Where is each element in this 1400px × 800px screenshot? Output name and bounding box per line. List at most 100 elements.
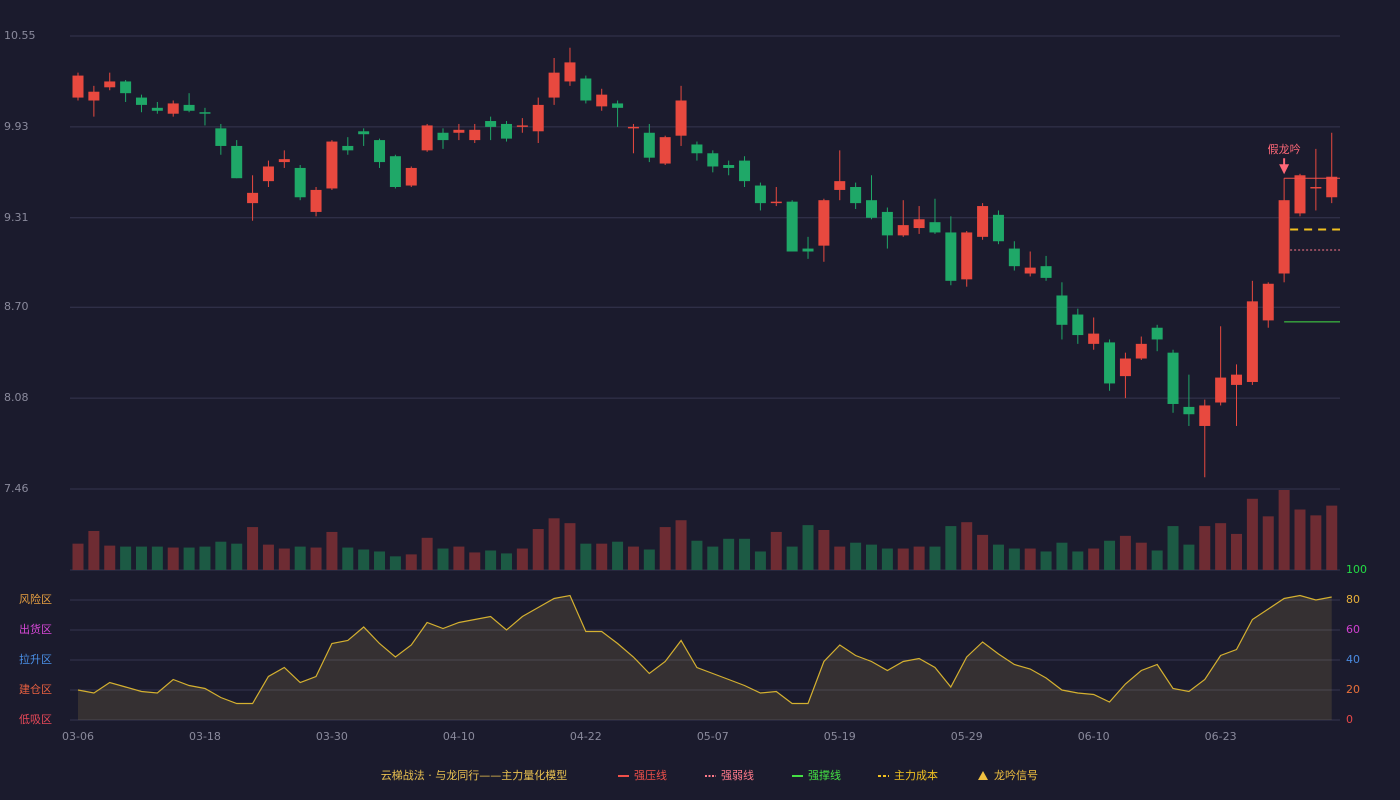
volume-bar bbox=[437, 548, 449, 570]
zone-label: 出货区 bbox=[19, 622, 52, 636]
candle-body bbox=[358, 131, 370, 135]
volume-bar bbox=[1167, 526, 1179, 570]
volume-bar bbox=[1183, 544, 1195, 570]
y-tick-label: 8.70 bbox=[4, 300, 29, 313]
candle-body bbox=[1278, 200, 1290, 274]
volume-bar bbox=[405, 554, 417, 570]
volume-bar bbox=[881, 548, 893, 570]
volume-bar bbox=[929, 546, 941, 570]
y-tick-label: 100 bbox=[1346, 563, 1367, 576]
y-tick-label: 10.55 bbox=[4, 29, 36, 42]
volume-bar bbox=[215, 541, 227, 570]
y-tick-label: 7.46 bbox=[4, 482, 29, 495]
volume-bar bbox=[818, 530, 830, 570]
candle-body bbox=[548, 72, 560, 98]
volume-bar bbox=[421, 537, 433, 570]
volume-bar bbox=[1294, 509, 1306, 570]
volume-bar bbox=[977, 534, 989, 570]
volume-bar bbox=[278, 548, 290, 570]
volume-bar bbox=[961, 522, 973, 570]
volume-bar bbox=[802, 525, 814, 570]
candle-body bbox=[453, 129, 465, 133]
candle-body bbox=[564, 62, 576, 82]
candle-body bbox=[1294, 175, 1306, 214]
volume-bar bbox=[1310, 515, 1322, 570]
volume-bar bbox=[580, 543, 592, 570]
candle-body bbox=[881, 211, 893, 236]
candle-body bbox=[723, 165, 735, 168]
y-tick-label: 9.31 bbox=[4, 211, 29, 224]
legend-label[interactable]: 主力成本 bbox=[894, 768, 938, 782]
volume-bar bbox=[1278, 490, 1290, 570]
zone-label: 拉升区 bbox=[19, 652, 52, 666]
x-tick-label: 03-18 bbox=[189, 730, 221, 743]
x-tick-label: 03-30 bbox=[316, 730, 348, 743]
volume-bar bbox=[596, 543, 608, 570]
x-tick-label: 06-10 bbox=[1078, 730, 1110, 743]
x-tick-label: 05-07 bbox=[697, 730, 729, 743]
volume-bar bbox=[913, 546, 925, 570]
candle-body bbox=[945, 232, 957, 281]
volume-bar bbox=[1072, 551, 1084, 570]
candle-body bbox=[659, 137, 671, 164]
y-tick-label: 60 bbox=[1346, 623, 1360, 636]
volume-bar bbox=[389, 556, 401, 570]
volume-bar bbox=[326, 531, 338, 570]
y-tick-label: 80 bbox=[1346, 593, 1360, 606]
volume-bar bbox=[1008, 548, 1020, 570]
volume-bar bbox=[104, 545, 116, 570]
volume-bar bbox=[1262, 516, 1274, 570]
legend-label[interactable]: 强弱线 bbox=[721, 768, 754, 782]
candle-body bbox=[786, 201, 798, 252]
candle-body bbox=[326, 141, 338, 189]
candle-body bbox=[992, 214, 1004, 242]
candle-body bbox=[405, 167, 417, 186]
candle-body bbox=[1072, 314, 1084, 336]
candle-body bbox=[913, 219, 925, 229]
volume-bar bbox=[675, 520, 687, 570]
candle-body bbox=[1231, 374, 1243, 385]
indicator-area bbox=[78, 595, 1332, 720]
volume-bar bbox=[770, 531, 782, 570]
candle-body bbox=[580, 78, 592, 101]
volume-bar bbox=[897, 548, 909, 570]
candle-body bbox=[1215, 377, 1227, 403]
candle-body bbox=[897, 225, 909, 236]
x-tick-label: 05-19 bbox=[824, 730, 856, 743]
volume-bar bbox=[1215, 523, 1227, 570]
volume-bar bbox=[151, 546, 163, 570]
legend-label[interactable]: 强压线 bbox=[634, 768, 667, 782]
legend-label[interactable]: 强撑线 bbox=[808, 768, 841, 782]
candle-body bbox=[342, 145, 354, 151]
candle-body bbox=[532, 104, 544, 132]
candle-body bbox=[72, 75, 84, 98]
volume-bar bbox=[469, 552, 481, 570]
candle-body bbox=[850, 187, 862, 204]
volume-bar bbox=[564, 523, 576, 570]
candle-body bbox=[866, 200, 877, 218]
candle-body bbox=[469, 129, 481, 141]
candle-body bbox=[374, 140, 386, 163]
candle-body bbox=[1246, 301, 1258, 382]
signal-label: 假龙吟 bbox=[1268, 142, 1301, 156]
volume-bar bbox=[866, 544, 877, 570]
volume-bar bbox=[945, 526, 957, 570]
candle-body bbox=[1119, 358, 1131, 377]
volume-bar bbox=[199, 546, 211, 570]
candle-body bbox=[183, 104, 195, 111]
candle-body bbox=[1183, 406, 1195, 415]
candle-body bbox=[516, 125, 528, 127]
volume-bar bbox=[516, 548, 528, 570]
volume-bar bbox=[1088, 548, 1100, 570]
volume-bar bbox=[88, 530, 100, 570]
volume-bar bbox=[1246, 498, 1258, 570]
legend-label[interactable]: 龙吟信号 bbox=[994, 768, 1038, 782]
volume-bar bbox=[1024, 548, 1036, 570]
candle-body bbox=[770, 201, 782, 204]
candle-body bbox=[104, 81, 116, 88]
volume-bar bbox=[992, 544, 1004, 570]
y-tick-label: 0 bbox=[1346, 713, 1353, 726]
